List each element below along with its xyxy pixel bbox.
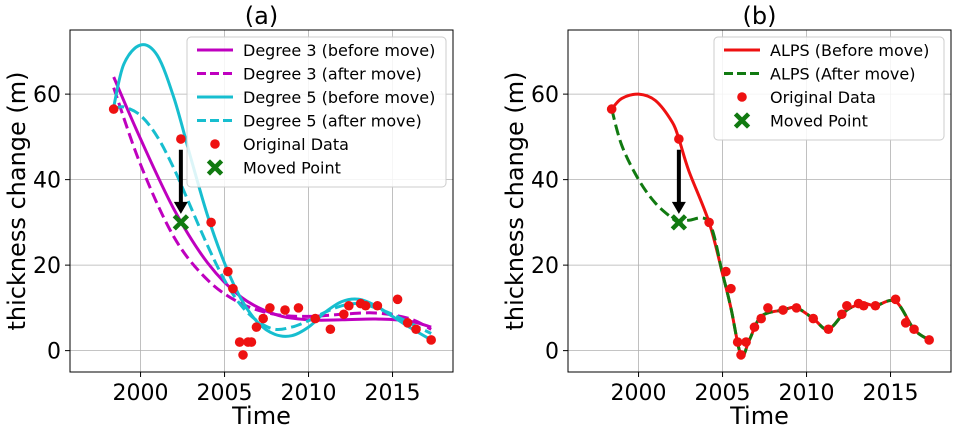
plot-area: [606, 92, 934, 360]
move-arrow-head: [671, 201, 686, 214]
data-point: [791, 303, 802, 313]
data-point: [704, 217, 714, 228]
data-point: [858, 300, 869, 311]
data-point: [234, 337, 245, 347]
data-point: [909, 324, 919, 335]
y-tick-label: 40: [531, 169, 559, 194]
data-point: [360, 300, 371, 311]
legend-box: [713, 36, 945, 141]
move-arrow-head: [173, 201, 188, 214]
data-point: [265, 303, 275, 313]
data-point: [606, 104, 617, 114]
x-tick-label: 2005: [197, 381, 253, 406]
legend-label: ALPS (After move): [770, 65, 915, 84]
x-tick-label: 2010: [281, 381, 337, 406]
legend-label: Original Data: [770, 88, 876, 107]
y-tick-label: 40: [33, 169, 61, 194]
data-point: [749, 322, 760, 332]
y-tick-label: 60: [33, 83, 61, 108]
data-point: [258, 313, 268, 324]
series-line: [112, 87, 432, 331]
legend: ALPS (Before move) ALPS (After move) Origi…: [713, 36, 945, 141]
chart-panel-a: 2000 2005 2010 2015 0 20 40 60 (a) Time thickness …: [3, 2, 454, 430]
data-point: [890, 294, 901, 305]
x-axis-label: Time: [231, 402, 291, 430]
x-tick-label: 2015: [365, 381, 421, 406]
x-tick-label: 2005: [695, 381, 751, 406]
data-point: [176, 134, 186, 144]
legend-x-marker: [206, 159, 224, 176]
data-point: [426, 335, 436, 345]
data-point: [842, 300, 852, 311]
y-axis-label: thickness change (m): [501, 71, 529, 330]
x-tick-label: 2010: [779, 381, 835, 406]
data-point: [372, 300, 383, 311]
legend: Degree 3 (before move) Degree 3 (after mo…: [186, 36, 447, 188]
data-point: [726, 283, 736, 294]
legend-label: Degree 5 (after move): [243, 112, 422, 131]
x-tick-label: 2000: [611, 381, 667, 406]
data-point: [756, 313, 766, 324]
chart-title: (b): [743, 2, 777, 30]
chart-panel-b: 2000 2005 2010 2015 0 20 40 60 (b) Time thickness …: [501, 2, 952, 430]
data-point: [339, 309, 349, 320]
plot-area: [108, 43, 436, 360]
y-tick-label: 20: [531, 254, 559, 279]
data-point: [108, 104, 119, 114]
data-point: [310, 313, 321, 324]
moved-point-marker: [670, 214, 688, 231]
legend-dot-marker: [210, 139, 220, 149]
data-point: [246, 337, 257, 347]
data-point: [721, 266, 731, 277]
data-point: [206, 217, 216, 228]
data-point: [344, 300, 354, 311]
data-point: [223, 266, 233, 277]
legend-x-marker: [733, 112, 751, 129]
x-axis-label: Time: [729, 402, 789, 430]
data-point: [763, 303, 773, 313]
data-point: [778, 305, 788, 315]
data-point: [251, 322, 262, 332]
data-point: [736, 350, 746, 360]
legend-label: Original Data: [243, 135, 349, 154]
x-tick-label: 2015: [863, 381, 919, 406]
legend-label: Degree 3 (after move): [243, 65, 422, 84]
data-point: [900, 318, 911, 328]
legend-dot-marker: [737, 92, 747, 102]
data-point: [392, 294, 403, 305]
axes-frame: [69, 29, 454, 373]
x-tick-label: 2000: [113, 381, 169, 406]
legend-label: ALPS (Before move): [770, 41, 929, 60]
data-point: [411, 324, 421, 335]
moved-point-marker: [172, 214, 190, 231]
data-point: [823, 324, 834, 335]
data-point: [924, 335, 934, 345]
data-point: [732, 337, 743, 347]
legend-label: Degree 5 (before move): [243, 88, 435, 107]
data-point: [238, 350, 248, 360]
data-point: [228, 283, 238, 294]
legend-box: [186, 36, 447, 188]
y-tick-label: 60: [531, 83, 559, 108]
y-tick-label: 0: [47, 340, 61, 365]
data-point: [402, 318, 413, 328]
data-point: [293, 303, 304, 313]
series-line: [610, 108, 931, 358]
y-tick-label: 0: [545, 340, 559, 365]
y-tick-label: 20: [33, 254, 61, 279]
data-point: [837, 309, 847, 320]
data-point: [280, 305, 290, 315]
legend-label: Moved Point: [770, 112, 868, 131]
data-point: [808, 313, 819, 324]
chart-title: (a): [245, 2, 278, 30]
data-point: [741, 337, 751, 347]
y-axis-label: thickness change (m): [3, 71, 31, 330]
legend-label: Degree 3 (before move): [243, 41, 435, 60]
data-point: [325, 324, 336, 335]
legend-label: Moved Point: [243, 159, 341, 178]
data-point: [674, 134, 684, 144]
axes-frame: [567, 29, 952, 373]
data-point: [870, 300, 881, 311]
